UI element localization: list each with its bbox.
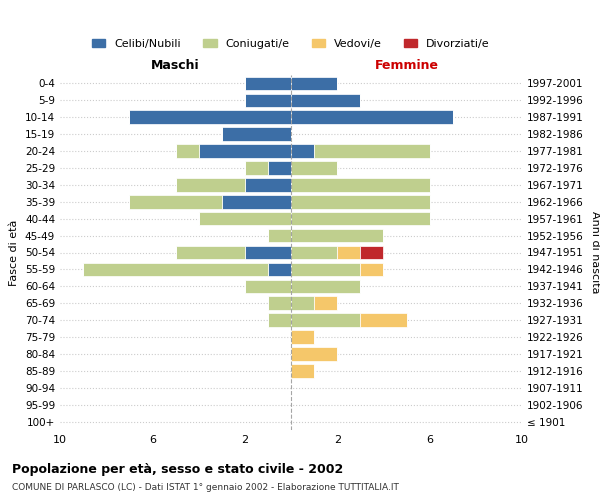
Bar [222, 195, 291, 208]
Bar [245, 161, 268, 174]
Bar [291, 76, 337, 90]
Bar [291, 212, 430, 226]
Bar [291, 347, 337, 360]
Bar [268, 161, 291, 174]
Bar [291, 330, 314, 344]
Bar [130, 110, 291, 124]
Bar [291, 262, 360, 276]
Bar [268, 314, 291, 327]
Bar [268, 296, 291, 310]
Bar [291, 314, 360, 327]
Bar [222, 128, 291, 141]
Bar [314, 144, 430, 158]
Bar [245, 76, 291, 90]
Bar [291, 144, 314, 158]
Y-axis label: Fasce di età: Fasce di età [10, 220, 19, 286]
Bar [291, 110, 453, 124]
Bar [245, 280, 291, 293]
Bar [291, 195, 430, 208]
Legend: Celibi/Nubili, Coniugati/e, Vedovi/e, Divorziati/e: Celibi/Nubili, Coniugati/e, Vedovi/e, Di… [88, 34, 494, 54]
Bar [199, 212, 291, 226]
Text: Popolazione per età, sesso e stato civile - 2002: Popolazione per età, sesso e stato civil… [12, 462, 343, 475]
Bar [291, 246, 337, 260]
Y-axis label: Anni di nascita: Anni di nascita [590, 211, 600, 294]
Bar [291, 364, 314, 378]
Bar [245, 246, 291, 260]
Bar [83, 262, 268, 276]
Bar [360, 314, 407, 327]
Bar [268, 229, 291, 242]
Bar [268, 262, 291, 276]
Bar [199, 144, 291, 158]
Bar [314, 296, 337, 310]
Bar [245, 94, 291, 107]
Bar [360, 246, 383, 260]
Bar [291, 229, 383, 242]
Bar [291, 296, 314, 310]
Bar [291, 280, 360, 293]
Bar [291, 161, 337, 174]
Text: Femmine: Femmine [374, 58, 439, 71]
Text: Maschi: Maschi [151, 58, 200, 71]
Bar [130, 195, 222, 208]
Text: COMUNE DI PARLASCO (LC) - Dati ISTAT 1° gennaio 2002 - Elaborazione TUTTITALIA.I: COMUNE DI PARLASCO (LC) - Dati ISTAT 1° … [12, 482, 399, 492]
Bar [176, 144, 199, 158]
Bar [176, 246, 245, 260]
Bar [291, 94, 360, 107]
Bar [245, 178, 291, 192]
Bar [360, 262, 383, 276]
Bar [291, 178, 430, 192]
Bar [337, 246, 360, 260]
Bar [176, 178, 245, 192]
